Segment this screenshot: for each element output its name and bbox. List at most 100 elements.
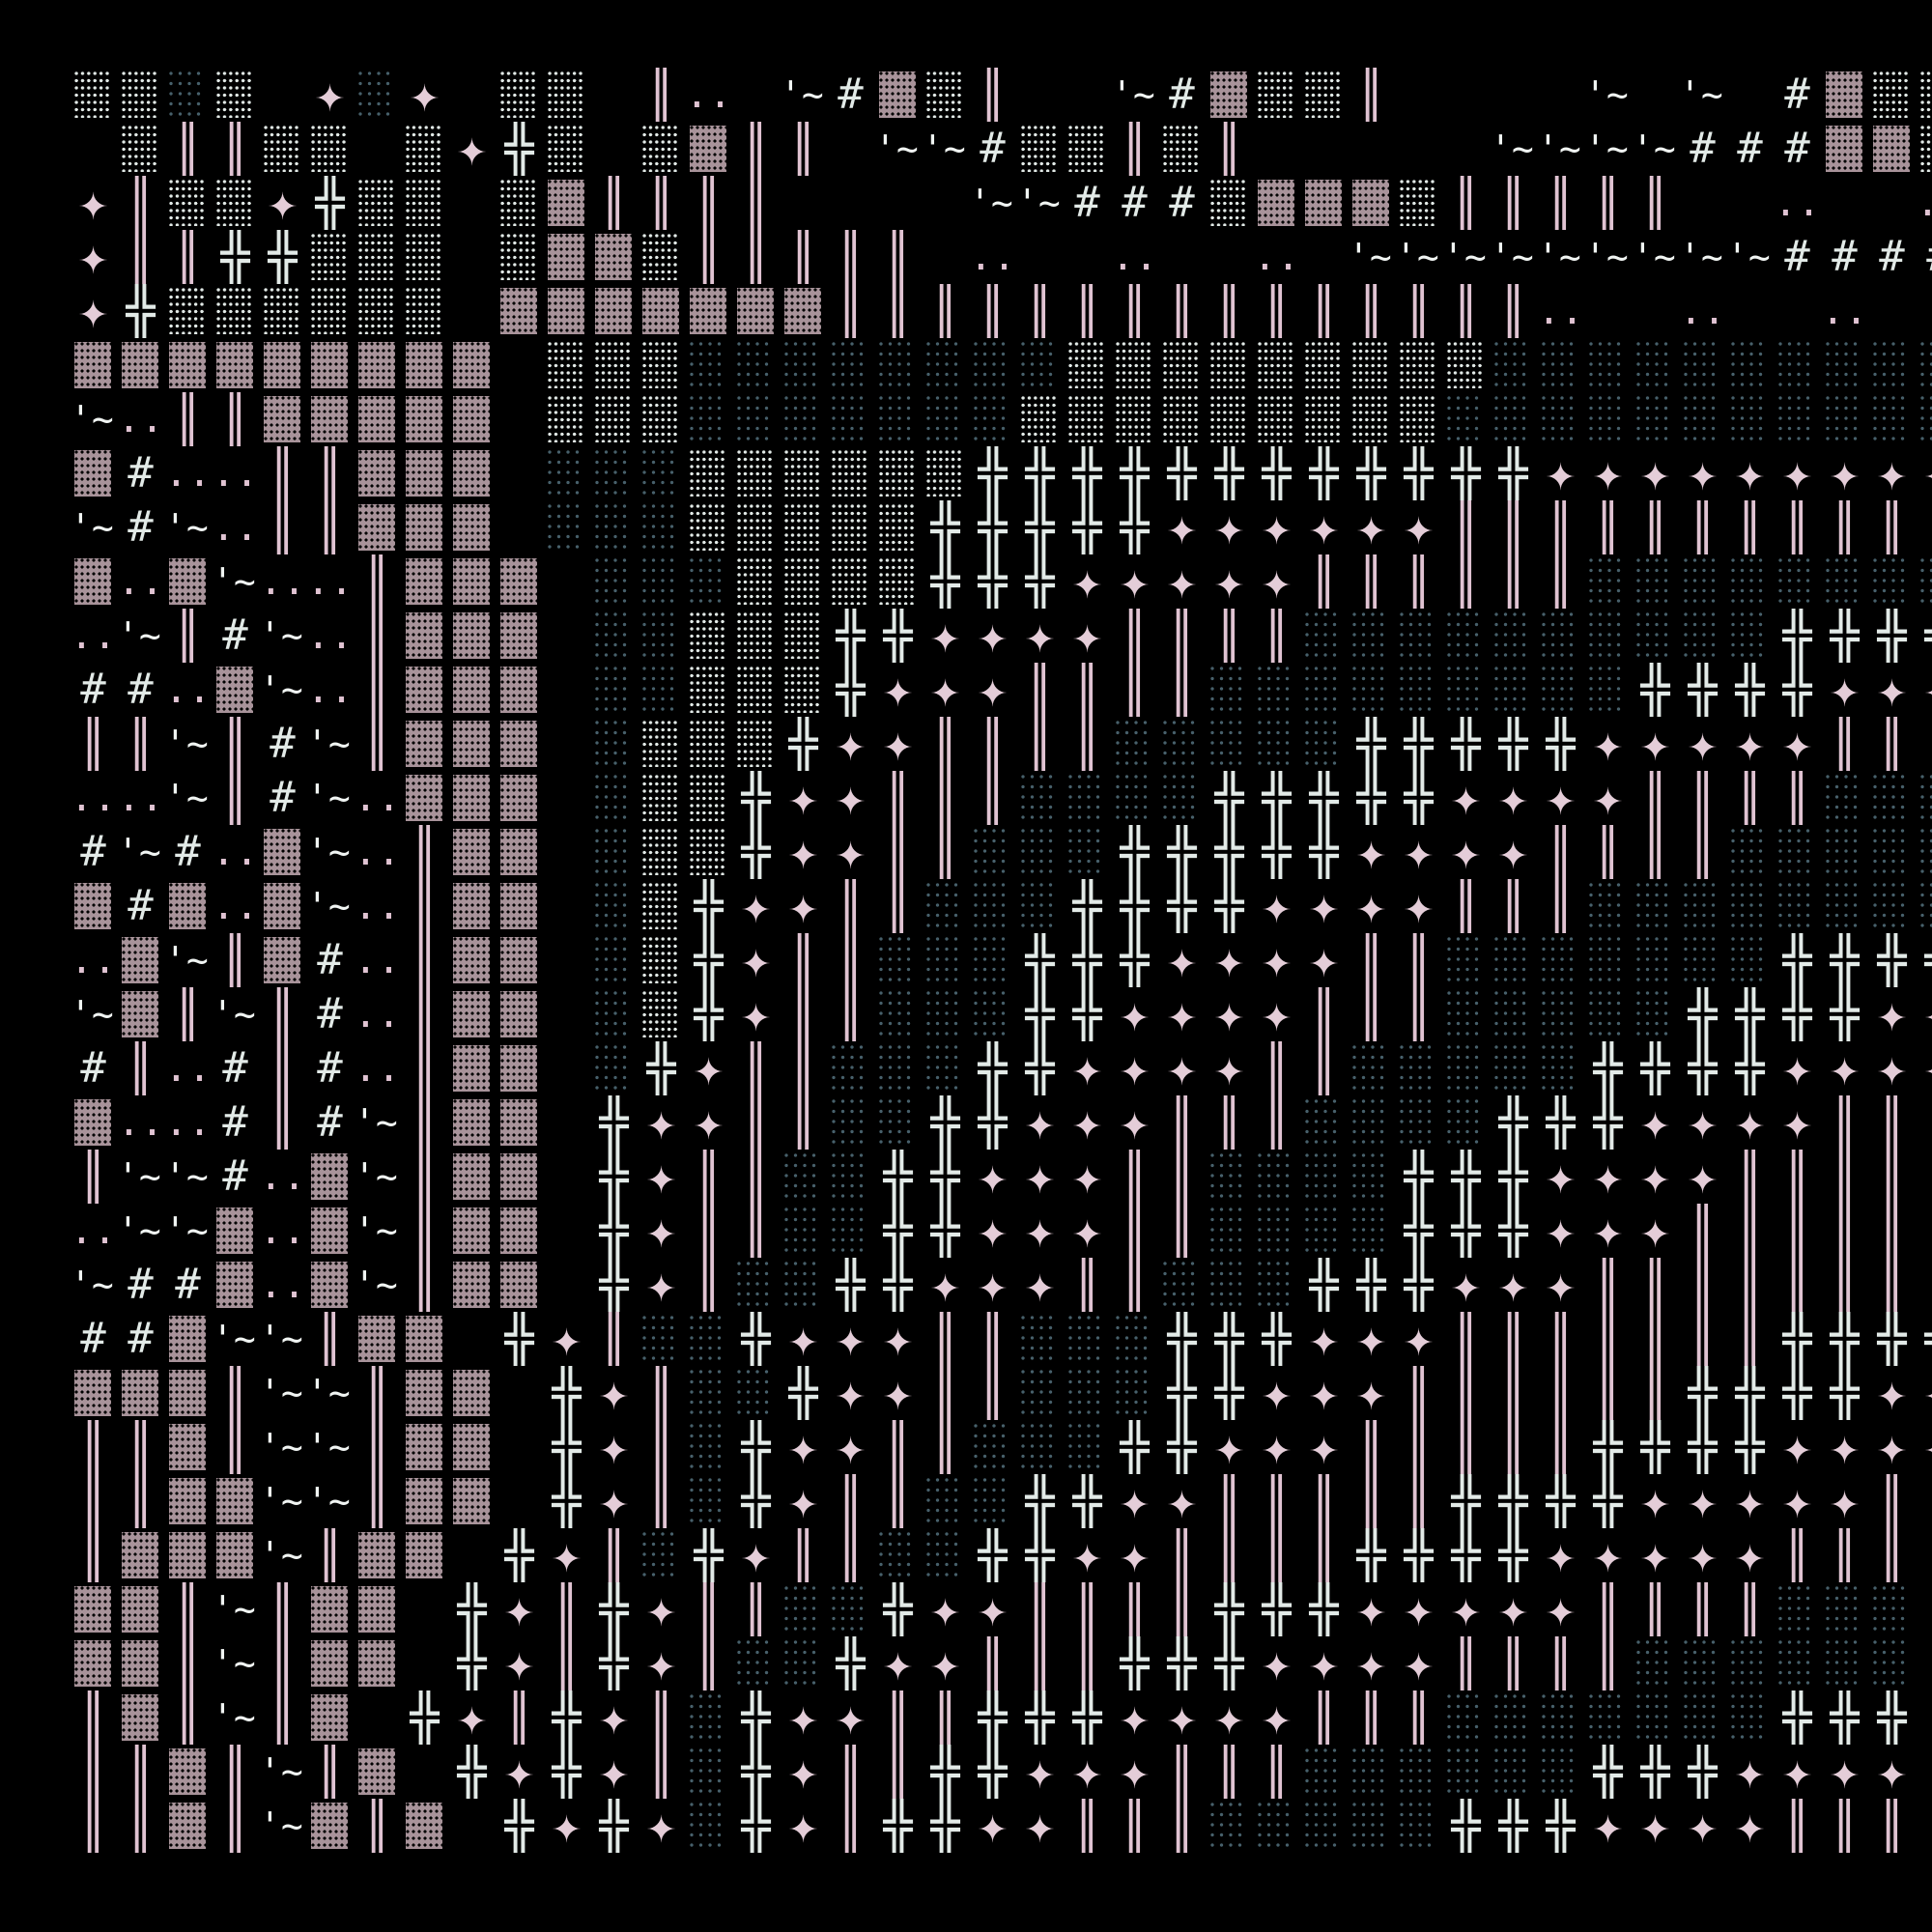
- blank: [543, 717, 590, 771]
- light-shade-block: [1253, 1799, 1300, 1853]
- dense-shade-block: [543, 284, 590, 338]
- light-shade-block: [1916, 392, 1932, 446]
- light-shade-block: [1821, 879, 1868, 933]
- four-point-star-icon: ✦: [787, 1745, 819, 1799]
- light-shade-block: [969, 933, 1016, 987]
- four-point-star-icon: ✦: [1308, 1636, 1340, 1690]
- dense-shade-block: [117, 933, 164, 987]
- cross-icon: ╬: [978, 1041, 1008, 1095]
- cross-icon: ╬: [930, 1204, 960, 1258]
- light-shade-block: [1726, 609, 1774, 663]
- medium-shade-block: [827, 554, 874, 609]
- double-bar-icon: ║: [363, 1799, 391, 1853]
- double-bar-icon: ║: [1878, 1258, 1906, 1312]
- double-bar-icon: ║: [1073, 1258, 1101, 1312]
- four-point-star-icon: ✦: [1497, 1582, 1529, 1636]
- double-bar-icon: ║: [1405, 1420, 1433, 1474]
- light-shade-block: [1490, 392, 1537, 446]
- art-row: ✦ ╬ ║ ║ ║ ║ ║ ║ ║ ║ ║ ║ ║ ║ ║ ║ ║.. .. ..: [70, 284, 1932, 338]
- light-shade-block: [1442, 933, 1490, 987]
- medium-shade-block: [306, 122, 354, 176]
- dense-shade-block: [496, 1150, 543, 1204]
- art-row: ..'~''~'..'~'║ ╬✦║║╬╬✦✦✦║║╬╬╬✦✦✦║║║║║║: [70, 1204, 1932, 1258]
- four-point-star-icon: ✦: [1261, 1636, 1293, 1690]
- double-bar-icon: ║: [1357, 284, 1385, 338]
- dense-shade-block: [354, 392, 401, 446]
- tilde-quote-icon: '~': [1348, 236, 1395, 278]
- double-bar-icon: ║: [411, 1258, 439, 1312]
- light-shade-block: [827, 1095, 874, 1150]
- blank: [496, 392, 543, 446]
- medium-shade-block: [1253, 68, 1300, 122]
- cross-icon: ╬: [1025, 446, 1055, 500]
- dense-shade-block: [70, 446, 117, 500]
- four-point-star-icon: ✦: [929, 609, 961, 663]
- double-bar-icon: ║: [363, 554, 391, 609]
- four-point-star-icon: ✦: [1308, 1366, 1340, 1420]
- dense-shade-block: [212, 1204, 259, 1258]
- light-shade-block: [1868, 879, 1916, 933]
- medium-shade-block: [1064, 122, 1111, 176]
- light-shade-block: [1868, 1636, 1916, 1690]
- cross-icon: ╬: [1214, 879, 1244, 933]
- tilde-quote-icon: '~': [1537, 128, 1584, 170]
- light-shade-block: [1584, 554, 1632, 609]
- light-shade-block: [1064, 1366, 1111, 1420]
- dense-shade-block: [117, 1690, 164, 1745]
- tilde-quote-icon: '~': [1632, 236, 1679, 278]
- dense-shade-block: [70, 338, 117, 392]
- double-bar-icon: ║: [1878, 1150, 1906, 1204]
- double-bar-icon: ║: [1878, 717, 1906, 771]
- light-shade-block: [164, 68, 212, 122]
- light-shade-block: [780, 338, 827, 392]
- cross-icon: ╬: [599, 1095, 629, 1150]
- light-shade-block: [1395, 1799, 1442, 1853]
- dense-shade-block: [448, 338, 496, 392]
- dense-shade-block: [590, 230, 638, 284]
- dense-shade-block: [448, 879, 496, 933]
- cross-icon: ╬: [930, 1799, 960, 1853]
- blank: [543, 879, 590, 933]
- four-point-star-icon: ✦: [882, 717, 914, 771]
- tilde-quote-icon: '~': [969, 182, 1016, 224]
- tilde-quote-icon: '~': [70, 993, 117, 1036]
- cross-icon: ╬: [1404, 1150, 1434, 1204]
- double-bar-icon: ║: [1310, 1528, 1338, 1582]
- four-point-star-icon: ✦: [1213, 554, 1245, 609]
- dense-shade-block: [496, 284, 543, 338]
- medium-shade-block: [827, 446, 874, 500]
- light-shade-block: [874, 933, 922, 987]
- hash-icon: #: [1784, 232, 1810, 281]
- double-bar-icon: ║: [1215, 1095, 1243, 1150]
- double-bar-icon: ║: [1121, 609, 1149, 663]
- medium-shade-block: [874, 554, 922, 609]
- double-bar-icon: ║: [1215, 122, 1243, 176]
- blank: [1632, 284, 1679, 338]
- double-bar-icon: ║: [931, 284, 959, 338]
- four-point-star-icon: ✦: [645, 1799, 677, 1853]
- dense-shade-block: [496, 1041, 543, 1095]
- four-point-star-icon: ✦: [1545, 446, 1577, 500]
- dense-shade-block: [401, 554, 448, 609]
- double-dot-icon: ..: [212, 830, 259, 874]
- hash-icon: #: [128, 448, 154, 497]
- light-shade-block: [638, 554, 685, 609]
- cross-icon: ╬: [1877, 933, 1907, 987]
- light-shade-block: [922, 1528, 969, 1582]
- four-point-star-icon: ✦: [1024, 1745, 1056, 1799]
- medium-shade-block: [164, 176, 212, 230]
- light-shade-block: [1300, 1095, 1348, 1150]
- dense-shade-block: [164, 1474, 212, 1528]
- blank: [1821, 176, 1868, 230]
- double-bar-icon: ║: [1168, 663, 1196, 717]
- double-bar-icon: ║: [1405, 284, 1433, 338]
- four-point-star-icon: ✦: [1261, 987, 1293, 1041]
- four-point-star-icon: ✦: [456, 122, 488, 176]
- cross-icon: ╬: [1877, 1690, 1907, 1745]
- dense-shade-block: [448, 1150, 496, 1204]
- art-row: '~'##..'~'║ ╬✦║╬╬✦✦✦║║╬╬╬✦✦✦║║║║║║║║: [70, 1258, 1932, 1312]
- double-bar-icon: ║: [837, 1799, 865, 1853]
- light-shade-block: [1584, 987, 1632, 1041]
- double-bar-icon: ║: [979, 1636, 1007, 1690]
- cross-icon: ╬: [1167, 1312, 1197, 1366]
